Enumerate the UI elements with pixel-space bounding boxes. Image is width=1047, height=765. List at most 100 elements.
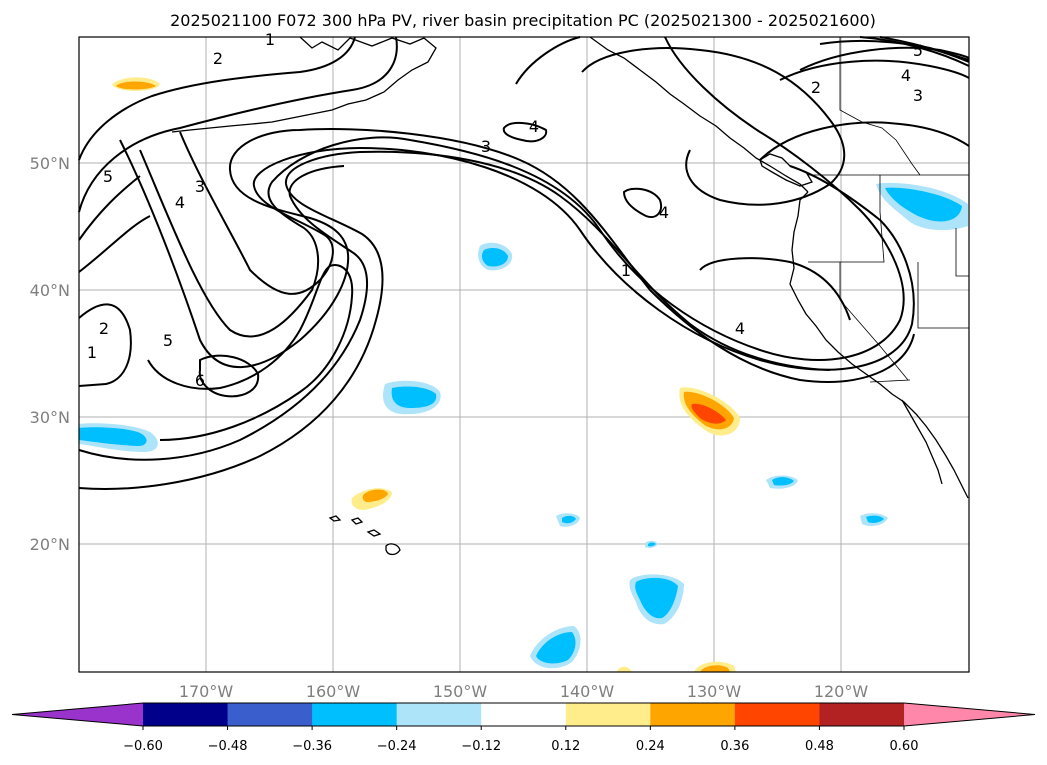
precip-negative-region <box>635 577 678 619</box>
colorbar-segment <box>143 703 229 726</box>
pv-contour-line <box>119 128 915 383</box>
pv-contour-line <box>502 122 548 143</box>
precip-negative-region <box>866 515 884 523</box>
colorbar-tick-label: 0.12 <box>551 739 580 754</box>
pv-contour-line <box>147 264 354 441</box>
island-outline <box>366 529 382 537</box>
map-frame <box>78 36 970 673</box>
contour-label-1: 1 <box>265 30 275 49</box>
pv-contour-line <box>78 36 356 161</box>
contour-label-2: 2 <box>811 78 821 97</box>
contour-label-4: 4 <box>529 117 539 136</box>
colorbar-segment <box>819 703 905 726</box>
contour-label-4: 4 <box>901 66 911 85</box>
colorbar-tick-label: 0.24 <box>636 739 665 754</box>
pv-contour-line <box>515 36 581 85</box>
contour-label-3: 3 <box>913 86 923 105</box>
us-state-border <box>955 228 969 277</box>
pv-contour-line <box>179 131 915 371</box>
pv-contour-line <box>859 36 970 67</box>
vancouver-island-outline <box>759 153 813 187</box>
contour-label-1: 1 <box>87 343 97 362</box>
contour-label-2: 2 <box>213 49 223 68</box>
contour-label-5: 5 <box>163 331 173 350</box>
island-outline <box>385 543 401 556</box>
colorbar-tick-label: 0.48 <box>805 739 834 754</box>
pv-contour-line <box>198 354 260 398</box>
colorbar-tick-label: 0.60 <box>890 739 919 754</box>
precip-negative-region <box>562 515 576 524</box>
pv-contour-line <box>879 36 970 63</box>
precip-negative-region <box>481 248 508 267</box>
precip-positive-region <box>116 81 156 90</box>
contour-label-4: 4 <box>735 319 745 338</box>
colorbar-tick-label: −0.12 <box>461 739 501 754</box>
lon-label-160w: 160°W <box>306 682 361 701</box>
colorbar-extend-min <box>12 703 143 726</box>
colorbar-segment <box>396 703 482 726</box>
pv-contours <box>78 36 970 490</box>
bc-alaska-panhandle-coastline <box>589 36 809 193</box>
colorbar-tick-label: 0.36 <box>720 739 749 754</box>
pv-contour-labels: 1 2 3 4 5 3 4 2 1 5 6 1 4 4 2 5 4 3 <box>87 30 923 390</box>
colorbar-segment <box>650 703 736 726</box>
lat-label-30n: 30°N <box>30 408 70 427</box>
pv-contour-line <box>78 165 368 461</box>
precip-negative-region <box>79 427 147 446</box>
contour-label-5: 5 <box>913 41 923 60</box>
pv-contour-line <box>622 187 662 218</box>
map-title: 2025021100 F072 300 hPa PV, river basin … <box>170 11 876 30</box>
contour-label-3: 3 <box>195 177 205 196</box>
pv-contour-line <box>78 303 132 387</box>
island-outline <box>350 517 364 525</box>
lon-label-170w: 170°W <box>179 682 234 701</box>
precip-negative-region <box>648 542 656 547</box>
pv-contour-line <box>78 150 831 490</box>
pv-contour-line <box>78 36 398 213</box>
precip-negative-region <box>391 386 437 408</box>
colorbar-segment <box>565 703 651 726</box>
colorbar-segment <box>312 703 398 726</box>
contour-label-5: 5 <box>103 167 113 186</box>
lon-label-130w: 130°W <box>687 682 742 701</box>
pv-contour-line <box>581 47 846 206</box>
map-background <box>79 37 969 672</box>
contour-label-2: 2 <box>99 319 109 338</box>
latitude-labels: 50°N 40°N 30°N 20°N <box>30 154 70 554</box>
lon-label-120w: 120°W <box>814 682 869 701</box>
colorbar-segment <box>227 703 313 726</box>
lat-label-20n: 20°N <box>30 535 70 554</box>
colorbar: −0.60 −0.48 −0.36 −0.24 −0.12 0.12 0.24 0.36 0.4… <box>11 702 1036 754</box>
us-state-border <box>917 262 969 329</box>
us-mexico-border <box>869 379 911 383</box>
baja-california-coastline <box>901 399 943 485</box>
precip-negative-region <box>536 632 576 664</box>
pv-contour-line <box>759 121 970 161</box>
precip-negative-region <box>772 477 794 486</box>
colorbar-extend-max <box>904 703 1035 726</box>
contour-label-3: 3 <box>481 137 491 156</box>
pv-contour-line <box>699 257 851 321</box>
island-outline <box>328 515 342 522</box>
contour-label-6: 6 <box>195 371 205 390</box>
colorbar-tick-label: −0.60 <box>123 739 163 754</box>
lat-label-40n: 40°N <box>30 281 70 300</box>
contour-label-4: 4 <box>175 193 185 212</box>
lon-label-140w: 140°W <box>560 682 615 701</box>
pv-contour-line <box>779 59 970 81</box>
colorbar-tick-label: −0.48 <box>208 739 248 754</box>
map-panel: 1 2 3 4 5 3 4 2 1 5 6 1 4 4 2 5 4 3 <box>78 30 970 673</box>
precip-positive-region <box>362 489 388 502</box>
pv-contour-line <box>139 36 905 361</box>
lat-label-50n: 50°N <box>30 154 70 173</box>
lon-label-150w: 150°W <box>433 682 488 701</box>
colorbar-tick-label: −0.24 <box>377 739 417 754</box>
precip-positive-region <box>617 666 632 672</box>
colorbar-segment <box>734 703 820 726</box>
pv-contour-line <box>78 175 141 241</box>
precip-anomaly-shading <box>79 77 968 672</box>
precip-positive-region <box>700 665 730 672</box>
pv-contour-line <box>78 215 151 273</box>
contour-label-1: 1 <box>621 261 631 280</box>
